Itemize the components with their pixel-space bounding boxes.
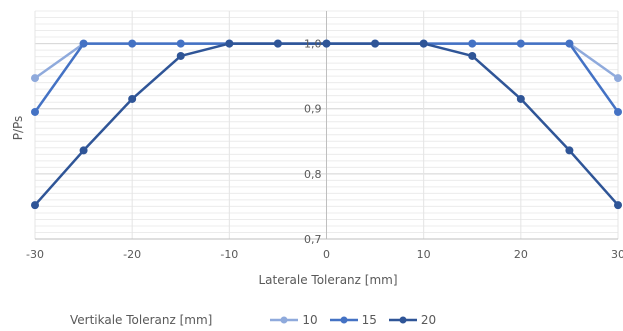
data-point	[225, 39, 234, 48]
legend-item-20: 20	[388, 313, 437, 327]
legend-label-20: 20	[420, 313, 437, 327]
legend-title: Vertikale Toleranz [mm]	[70, 313, 213, 327]
legend-swatch-15	[329, 316, 358, 324]
y-tick-label: 1,0	[304, 38, 322, 51]
x-axis-label: Laterale Toleranz [mm]	[258, 273, 397, 287]
data-point	[31, 107, 39, 116]
legend-item-15: 15	[329, 313, 377, 327]
y-axis-label: P/Ps	[11, 116, 25, 141]
data-point	[176, 51, 185, 60]
data-point	[468, 51, 477, 60]
y-tick-label: 0,9	[304, 103, 322, 116]
x-tick-label: -30	[26, 248, 44, 261]
data-point	[371, 39, 380, 48]
x-tick-label: 10	[417, 248, 431, 261]
data-point	[516, 39, 525, 48]
data-point	[419, 39, 428, 48]
data-point	[614, 201, 622, 210]
data-point	[322, 39, 331, 48]
data-point	[128, 39, 137, 48]
axes	[35, 11, 618, 240]
data-point	[31, 74, 39, 83]
legend-label-10: 10	[302, 313, 318, 327]
tick-labels: 0,7 0,8 0,9 1,0 -30 -20 -10 0 10 20 30	[26, 38, 623, 261]
data-point	[31, 201, 39, 210]
data-point	[128, 94, 137, 103]
x-tick-label: -20	[123, 248, 141, 261]
series-lines	[31, 39, 622, 210]
y-tick-label: 0,8	[304, 168, 322, 181]
legend-swatch-20	[388, 316, 417, 324]
data-point	[79, 39, 88, 48]
data-point	[565, 146, 574, 155]
x-tick-label: 20	[514, 248, 528, 261]
y-tick-label: 0,7	[304, 233, 322, 246]
x-tick-label: 0	[323, 248, 330, 261]
legend-item-10: 10	[270, 313, 318, 327]
legend: Vertikale Toleranz [mm] 10 15 20	[70, 311, 448, 329]
data-point	[79, 146, 88, 155]
data-point	[565, 39, 574, 48]
x-tick-label: 30	[611, 248, 623, 261]
legend-swatch-10	[270, 316, 299, 324]
data-point	[614, 74, 622, 83]
series-20	[31, 39, 622, 210]
data-point	[468, 39, 477, 48]
data-point	[176, 39, 185, 48]
data-point	[273, 39, 282, 48]
x-tick-label: -10	[220, 248, 238, 261]
data-point	[614, 107, 622, 116]
legend-label-15: 15	[361, 313, 377, 327]
data-point	[516, 94, 525, 103]
